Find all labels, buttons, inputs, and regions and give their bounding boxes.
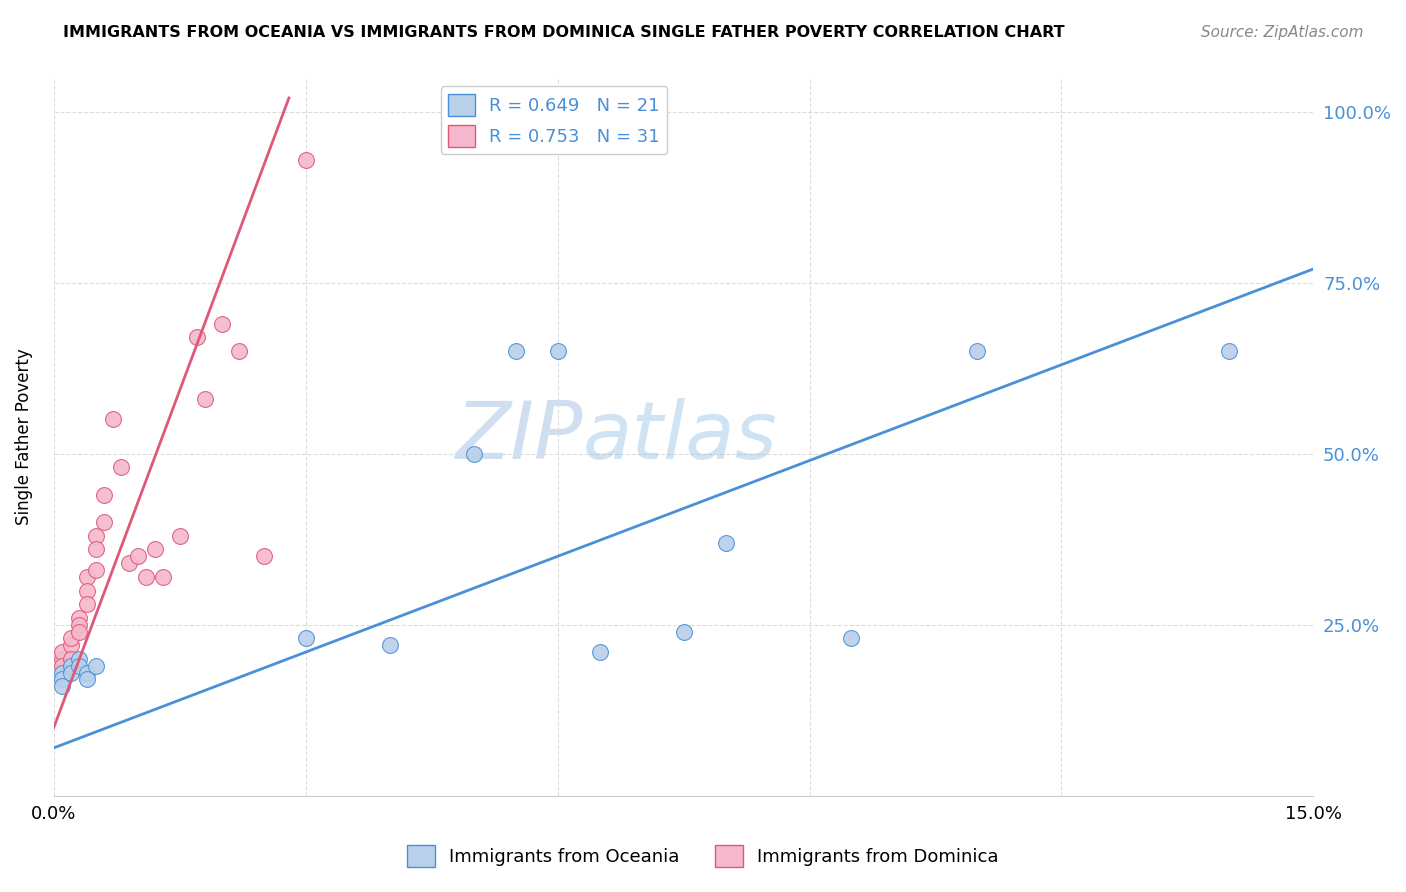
Point [294, 632, 316, 646]
Point [76, 597, 98, 611]
Point [152, 570, 174, 584]
Point [211, 317, 233, 331]
Point [51, 673, 73, 687]
Point [1218, 344, 1240, 359]
Point [186, 330, 208, 344]
Legend: Immigrants from Oceania, Immigrants from Dominica: Immigrants from Oceania, Immigrants from… [401, 838, 1005, 874]
Point [84, 563, 107, 577]
Point [378, 638, 401, 652]
Point [67, 611, 90, 625]
Point [67, 624, 90, 639]
Point [127, 549, 149, 564]
Point [76, 665, 98, 680]
Point [588, 645, 610, 659]
Point [505, 344, 527, 359]
Y-axis label: Single Father Poverty: Single Father Poverty [15, 348, 32, 525]
Point [59, 632, 82, 646]
Point [59, 665, 82, 680]
Point [228, 344, 250, 359]
Point [194, 392, 217, 406]
Text: atlas: atlas [583, 398, 778, 475]
Point [51, 665, 73, 680]
Point [59, 652, 82, 666]
Point [84, 542, 107, 557]
Point [93, 515, 115, 529]
Point [118, 556, 141, 570]
Point [841, 632, 863, 646]
Point [143, 542, 166, 557]
Point [93, 488, 115, 502]
Point [59, 658, 82, 673]
Point [67, 658, 90, 673]
Point [59, 638, 82, 652]
Point [547, 344, 569, 359]
Point [101, 412, 124, 426]
Point [463, 447, 485, 461]
Point [84, 529, 107, 543]
Legend: R = 0.649   N = 21, R = 0.753   N = 31: R = 0.649 N = 21, R = 0.753 N = 31 [440, 87, 668, 154]
Text: IMMIGRANTS FROM OCEANIA VS IMMIGRANTS FROM DOMINICA SINGLE FATHER POVERTY CORREL: IMMIGRANTS FROM OCEANIA VS IMMIGRANTS FR… [63, 25, 1064, 40]
Point [135, 570, 157, 584]
Text: Source: ZipAtlas.com: Source: ZipAtlas.com [1201, 25, 1364, 40]
Point [76, 673, 98, 687]
Point [966, 344, 988, 359]
Point [67, 617, 90, 632]
Point [672, 624, 695, 639]
Point [110, 460, 132, 475]
Point [714, 535, 737, 549]
Point [169, 529, 191, 543]
Point [51, 645, 73, 659]
Point [76, 570, 98, 584]
Point [51, 679, 73, 693]
Point [84, 658, 107, 673]
Point [76, 583, 98, 598]
Point [253, 549, 276, 564]
Point [51, 652, 73, 666]
Text: ZIP: ZIP [456, 398, 583, 475]
Point [294, 153, 316, 167]
Point [51, 658, 73, 673]
Point [67, 652, 90, 666]
